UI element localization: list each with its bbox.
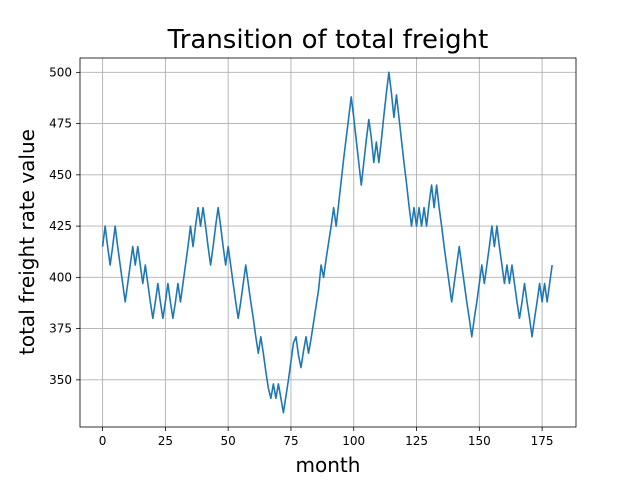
x-tick-label: 75 bbox=[283, 434, 298, 448]
x-axis-label: month bbox=[296, 453, 361, 477]
y-tick-label: 450 bbox=[49, 168, 72, 182]
y-axis-ticks: 350 375 400 425 450 475 500 bbox=[49, 65, 80, 387]
series-layer bbox=[101, 71, 553, 414]
y-tick-label: 425 bbox=[49, 219, 72, 233]
x-tick-label: 125 bbox=[405, 434, 428, 448]
x-tick-label: 50 bbox=[221, 434, 236, 448]
x-tick-label: 100 bbox=[342, 434, 365, 448]
x-tick-label: 150 bbox=[468, 434, 491, 448]
series-line bbox=[101, 71, 553, 414]
y-tick-label: 475 bbox=[49, 117, 72, 131]
plot-frame bbox=[79, 57, 577, 428]
y-tick-label: 350 bbox=[49, 373, 72, 387]
chart-title: Transition of total freight bbox=[167, 25, 489, 55]
x-tick-label: 175 bbox=[531, 434, 554, 448]
y-axis-label: total freight rate value bbox=[15, 129, 39, 355]
y-tick-label: 375 bbox=[49, 322, 72, 336]
grid bbox=[80, 58, 576, 427]
y-tick-label: 500 bbox=[49, 65, 72, 79]
x-tick-label: 25 bbox=[158, 434, 173, 448]
y-tick-label: 400 bbox=[49, 270, 72, 284]
x-tick-label: 0 bbox=[99, 434, 107, 448]
x-axis-ticks: 0 25 50 75 100 125 150 175 bbox=[99, 427, 554, 448]
